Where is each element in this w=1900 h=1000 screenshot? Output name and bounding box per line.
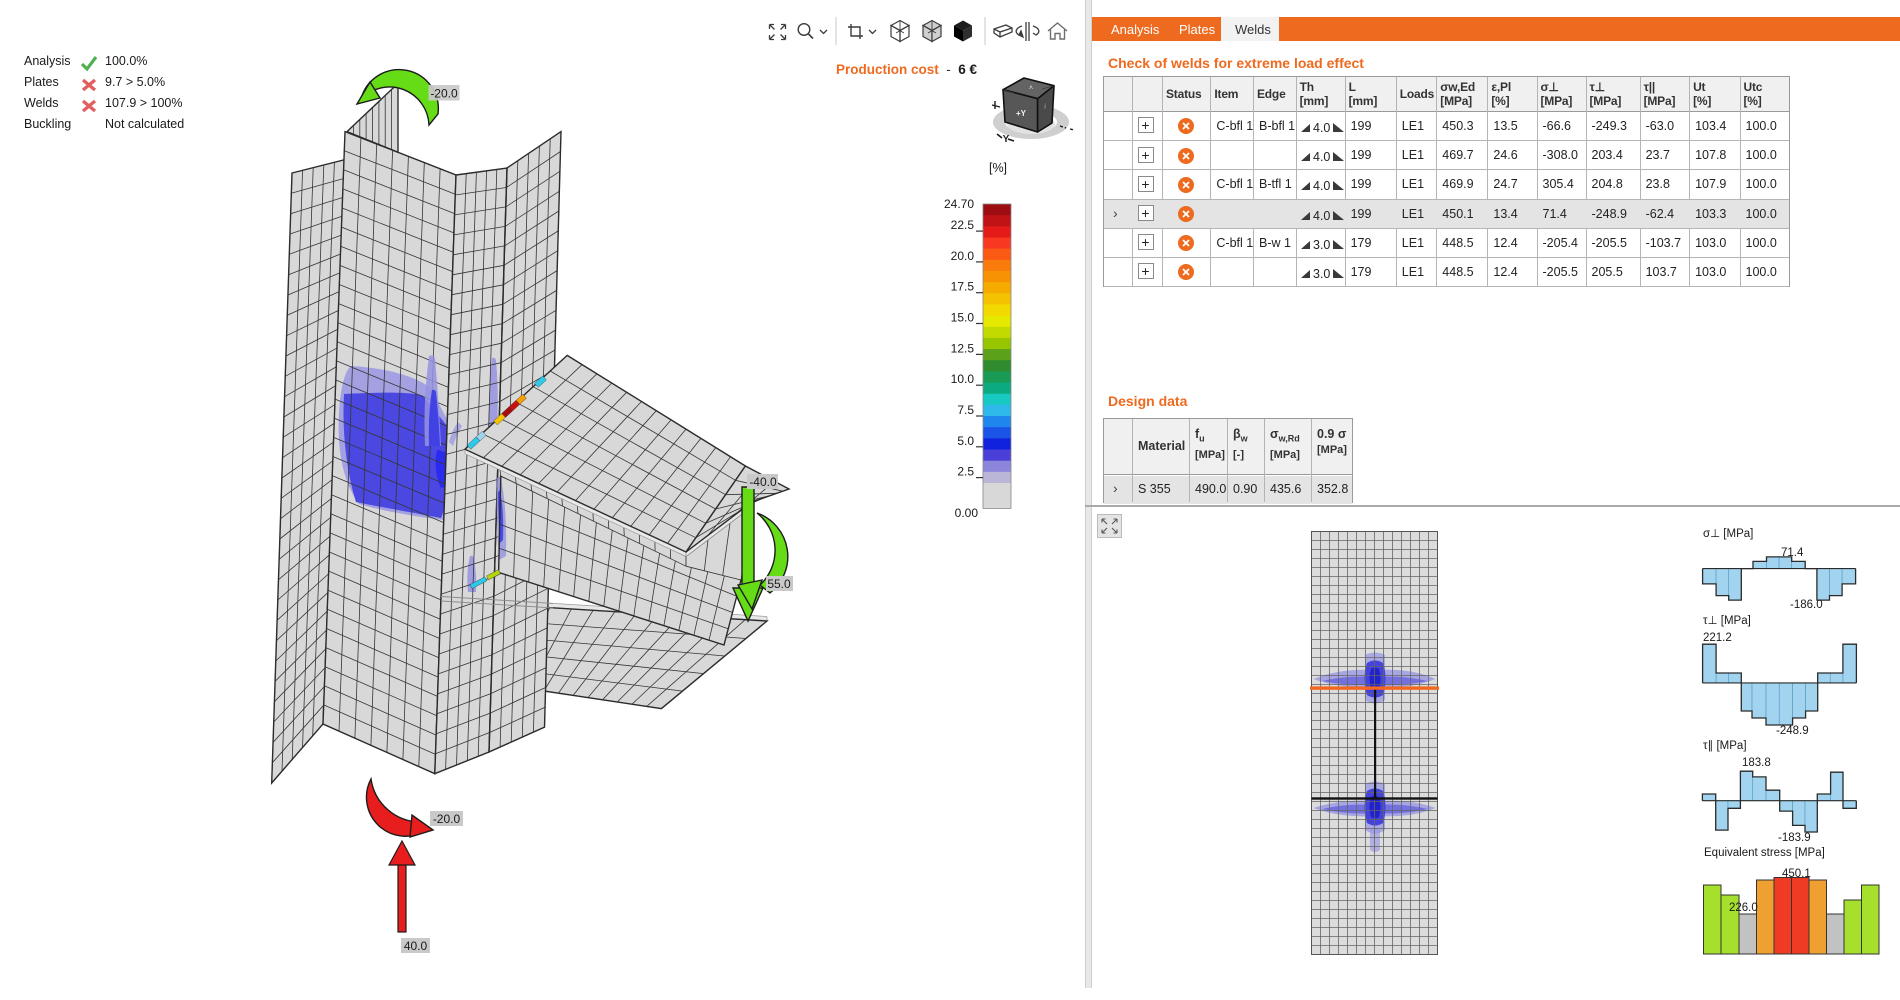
svg-text:τ∥ [MPa]: τ∥ [MPa] xyxy=(1703,739,1747,752)
svg-text:10.0: 10.0 xyxy=(951,372,975,386)
svg-text:-20.0: -20.0 xyxy=(433,812,461,826)
svg-text:Equivalent stress [MPa]: Equivalent stress [MPa] xyxy=(1704,847,1825,859)
svg-text:-186.0: -186.0 xyxy=(1790,599,1823,611)
svg-text:4.0: 4.0 xyxy=(1313,121,1330,134)
svg-text:22.5: 22.5 xyxy=(951,218,975,232)
svg-text:71.4: 71.4 xyxy=(1781,547,1804,559)
svg-text:221.2: 221.2 xyxy=(1703,632,1732,644)
svg-text:-20.0: -20.0 xyxy=(430,87,458,101)
svg-text:[%]: [%] xyxy=(989,161,1007,175)
svg-text:226.0: 226.0 xyxy=(1729,902,1758,914)
svg-text:+Y: +Y xyxy=(1016,109,1027,118)
svg-text:450.1: 450.1 xyxy=(1782,868,1811,880)
svg-text:4.0: 4.0 xyxy=(1313,150,1330,163)
svg-text:2.5: 2.5 xyxy=(957,465,974,479)
svg-text:Y: Y xyxy=(1003,134,1010,145)
svg-text:5.0: 5.0 xyxy=(957,434,974,448)
svg-text:-248.9: -248.9 xyxy=(1776,725,1809,737)
svg-text:20.0: 20.0 xyxy=(951,249,975,263)
svg-text:4.0: 4.0 xyxy=(1313,209,1330,222)
svg-text:σ⊥ [MPa]: σ⊥ [MPa] xyxy=(1703,528,1753,540)
svg-text:40.0: 40.0 xyxy=(404,939,428,953)
svg-text:24.70: 24.70 xyxy=(944,197,974,211)
svg-text:0.00: 0.00 xyxy=(955,506,979,520)
svg-text:-40.0: -40.0 xyxy=(749,475,777,489)
svg-text:12.5: 12.5 xyxy=(951,341,975,355)
svg-text:17.5: 17.5 xyxy=(951,280,975,294)
svg-text:7.5: 7.5 xyxy=(957,403,974,417)
svg-text:3.0: 3.0 xyxy=(1313,238,1330,251)
svg-text:3.0: 3.0 xyxy=(1313,267,1330,280)
svg-text:τ⊥ [MPa]: τ⊥ [MPa] xyxy=(1703,615,1751,627)
svg-text:-183.9: -183.9 xyxy=(1778,832,1811,844)
svg-text:˄: ˄ xyxy=(1029,85,1033,92)
svg-text:4.0: 4.0 xyxy=(1313,179,1330,192)
svg-text:183.8: 183.8 xyxy=(1742,757,1771,769)
svg-text:ʲ: ʲ xyxy=(1043,104,1045,111)
svg-text:55.0: 55.0 xyxy=(767,577,791,591)
svg-text:15.0: 15.0 xyxy=(951,311,975,325)
